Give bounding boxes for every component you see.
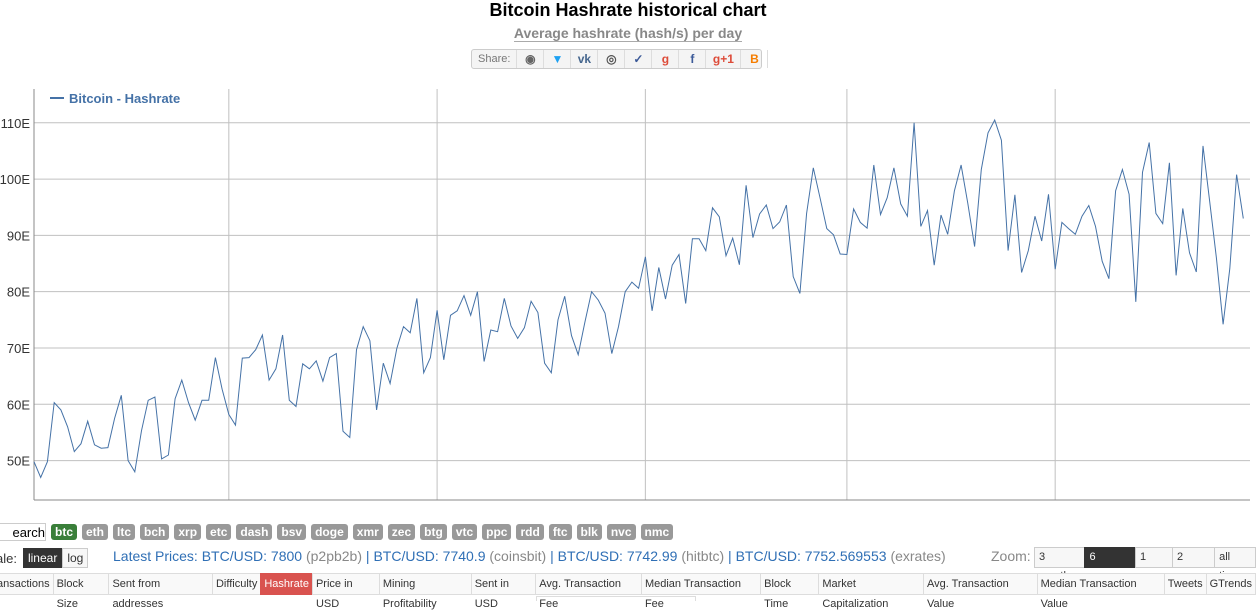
- y-tick-label: 50E: [7, 454, 30, 469]
- coin-ppc[interactable]: ppc: [482, 524, 512, 540]
- coin-btg[interactable]: btg: [420, 524, 447, 540]
- tab-block-size[interactable]: Block Size: [52, 573, 110, 610]
- chart-subtitle: Average hashrate (hash/s) per day: [0, 25, 1256, 42]
- tab-price-in-usd[interactable]: Price in USD: [311, 573, 380, 610]
- price-pair[interactable]: BTC/USD: 7742.99: [557, 548, 678, 564]
- tab-median-transaction-fee[interactable]: Median Transaction Fee: [640, 573, 762, 610]
- tab-avg-transaction-fee[interactable]: Avg. Transaction Fee: [535, 573, 642, 610]
- scale-label: ale:: [0, 550, 17, 566]
- price-source: (exrates): [890, 548, 946, 564]
- coin-nvc[interactable]: nvc: [606, 524, 636, 540]
- coin-xrp[interactable]: xrp: [174, 524, 202, 540]
- chart-subtitle-text: Average hashrate (hash/s) per day: [513, 25, 743, 42]
- coin-row: btcethltcbchxrpetcdashbsvdogexmrzecbtgvt…: [0, 523, 674, 541]
- share-icons: ◉ ▼ vk ◎ ✓ g f g+1 B: [517, 50, 769, 68]
- price-source: (hitbtc): [681, 548, 725, 564]
- zoom-options: 3 months6 months1 year2 yearsall time: [1034, 547, 1256, 582]
- coin-zec[interactable]: zec: [387, 524, 416, 540]
- coin-doge[interactable]: doge: [311, 524, 348, 540]
- twitter-icon[interactable]: ▼: [544, 50, 572, 68]
- coin-dash[interactable]: dash: [236, 524, 273, 540]
- tab-market-capitalization[interactable]: Market Capitalization: [818, 573, 924, 610]
- weibo-icon[interactable]: ◎: [598, 50, 626, 68]
- google-plus-icon[interactable]: g: [652, 50, 680, 68]
- price-separator: |: [724, 548, 736, 564]
- tab-gtrends[interactable]: GTrends: [1205, 573, 1256, 595]
- coin-btc[interactable]: btc: [51, 524, 77, 540]
- y-tick-label: 70E: [7, 341, 30, 356]
- coin-ftc[interactable]: ftc: [548, 524, 572, 540]
- y-tick-label: 100E: [0, 172, 30, 187]
- price-pair[interactable]: BTC/USD: 7752.569553: [735, 548, 887, 564]
- series-line-hashrate: [33, 118, 1244, 479]
- coin-list: btc eth ltc bch xrp etc dash bsv doge xmr zec btg vt…: [46, 524, 674, 540]
- price-separator: |: [546, 548, 558, 564]
- legend-label[interactable]: Bitcoin - Hashrate: [69, 91, 180, 106]
- coin-blk[interactable]: blk: [576, 524, 602, 540]
- share-bar: Share: ◉ ▼ vk ◎ ✓ g f g+1 B: [471, 49, 769, 69]
- price-pair[interactable]: BTC/USD: 7800: [201, 548, 303, 564]
- tab-difficulty[interactable]: Difficulty: [211, 573, 262, 595]
- coin-etc[interactable]: etc: [206, 524, 232, 540]
- price-source: (p2pb2b): [305, 548, 363, 564]
- zoom-6-months-button[interactable]: 6 months: [1084, 547, 1136, 582]
- tab-mining-profitability[interactable]: Mining Profitability: [378, 573, 472, 610]
- blogger-icon[interactable]: B: [741, 50, 769, 68]
- coin-nmc[interactable]: nmc: [640, 524, 674, 540]
- zoom-label: Zoom:: [991, 548, 1031, 564]
- tab-sent-from-addresses[interactable]: Sent from addresses: [108, 573, 213, 610]
- search-input[interactable]: [0, 523, 46, 541]
- price-source: (coinsbit): [489, 548, 547, 564]
- y-tick-label: 110E: [1, 116, 31, 131]
- coin-bsv[interactable]: bsv: [277, 524, 307, 540]
- price-separator: |: [362, 548, 374, 564]
- tab-ansactions[interactable]: ansactions: [0, 573, 54, 595]
- metric-tabs: ansactions Block Size Sent from addresses D…: [0, 573, 1256, 610]
- scale-options: linear log: [22, 548, 89, 568]
- tab-median-transaction-value[interactable]: Median Transaction Value: [1036, 573, 1165, 610]
- zoom-3-months-button[interactable]: 3 months: [1034, 547, 1086, 582]
- latest-prices: Latest Prices: BTC/USD: 7800 (p2pb2b) | …: [113, 548, 946, 564]
- scale-log-button[interactable]: log: [62, 548, 89, 568]
- google-plus-one-icon[interactable]: g+1: [706, 50, 742, 68]
- tab-sent-in-usd[interactable]: Sent in USD: [470, 573, 537, 610]
- scale-linear-button[interactable]: linear: [22, 548, 63, 568]
- tab-block-time[interactable]: Block Time: [760, 573, 820, 610]
- coin-vtc[interactable]: vtc: [451, 524, 478, 540]
- y-tick-label: 80E: [7, 285, 30, 300]
- vk-icon[interactable]: vk: [571, 50, 599, 68]
- coin-xmr[interactable]: xmr: [352, 524, 383, 540]
- chart-title: Bitcoin Hashrate historical chart: [489, 0, 767, 20]
- y-tick-label: 90E: [7, 228, 30, 243]
- zoom-2-years-button[interactable]: 2 years: [1172, 547, 1216, 582]
- facebook-icon[interactable]: f: [679, 50, 707, 68]
- price-pair[interactable]: BTC/USD: 7740.9: [373, 548, 486, 564]
- tab-avg-transaction-value[interactable]: Avg. Transaction Value: [922, 573, 1038, 610]
- hashrate-chart: 50E60E70E80E90E100E110EJul 2019Aug 2019S…: [0, 89, 1250, 501]
- prices-label: Latest Prices:: [113, 548, 202, 564]
- coin-bch[interactable]: bch: [140, 524, 170, 540]
- share-label: Share:: [472, 50, 518, 68]
- y-tick-label: 60E: [7, 397, 30, 412]
- tab-hashrate[interactable]: Hashrate: [260, 573, 313, 595]
- zoom-1-year-button[interactable]: 1 year: [1134, 547, 1173, 582]
- like-icon[interactable]: ✓: [625, 50, 653, 68]
- coin-rdd[interactable]: rdd: [516, 524, 544, 540]
- coin-eth[interactable]: eth: [82, 524, 108, 540]
- tab-tweets[interactable]: Tweets: [1163, 573, 1207, 595]
- bottom-strip: [536, 596, 696, 601]
- coin-ltc[interactable]: ltc: [113, 524, 136, 540]
- reddit-icon[interactable]: ◉: [517, 50, 545, 68]
- zoom-all-time-button[interactable]: all time: [1214, 547, 1256, 582]
